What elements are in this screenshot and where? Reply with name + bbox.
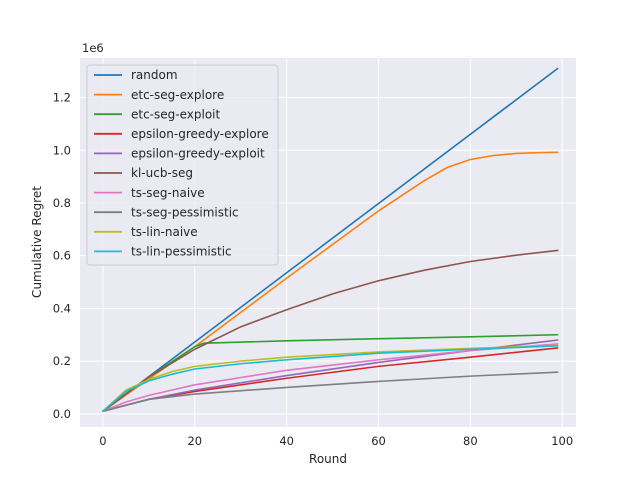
legend-label-etc-seg-explore: etc-seg-explore — [131, 88, 224, 102]
y-tick-label: 0.0 — [53, 407, 71, 421]
series-line-etc-seg-explore — [102, 151, 559, 412]
legend-label-kl-ucb-seg: kl-ucb-seg — [131, 166, 193, 180]
legend-frame — [86, 64, 279, 266]
legend-label-etc-seg-exploit: etc-seg-exploit — [131, 107, 220, 121]
x-tick-label: 20 — [187, 434, 202, 448]
x-tick-label: 100 — [551, 434, 573, 448]
y-tick-label: 0.6 — [53, 249, 71, 263]
series-line-ts-seg-pessimistic — [102, 371, 559, 412]
y-tick-label: 0.2 — [53, 354, 71, 368]
x-axis-label: Round — [309, 452, 347, 466]
legend-label-ts-seg-pessimistic: ts-seg-pessimistic — [131, 205, 239, 219]
legend-label-ts-lin-naive: ts-lin-naive — [131, 225, 198, 239]
x-tick-label: 40 — [279, 434, 294, 448]
y-tick-label: 1.2 — [53, 91, 71, 105]
series-lines — [102, 67, 559, 412]
y-tick-label: 0.8 — [53, 196, 71, 210]
legend-label-epsilon-greedy-exploit: epsilon-greedy-exploit — [131, 147, 265, 161]
x-tick-label: 0 — [99, 434, 106, 448]
series-line-ts-seg-naive — [102, 343, 559, 412]
x-tick-label: 80 — [463, 434, 478, 448]
legend-label-ts-lin-pessimistic: ts-lin-pessimistic — [131, 245, 232, 259]
y-tick-label: 1.0 — [53, 143, 71, 157]
series-line-kl-ucb-seg — [102, 249, 559, 412]
legend: random etc-seg-explore etc-seg-exploit epsi… — [86, 64, 279, 266]
tick-labels: 0 20 40 60 80 100 0.0 0.2 0.4 0.6 0.8 1.0 1.2 — [53, 91, 573, 448]
y-offset-text: 1e6 — [82, 41, 104, 55]
y-axis-label: Cumulative Regret — [30, 186, 44, 298]
series-line-random — [102, 67, 559, 412]
legend-label-epsilon-greedy-explore: epsilon-greedy-explore — [131, 127, 269, 141]
legend-label-random: random — [131, 68, 178, 82]
x-tick-label: 60 — [371, 434, 386, 448]
series-line-ts-lin-naive — [102, 344, 559, 412]
series-line-ts-lin-pessimistic — [102, 345, 559, 412]
y-tick-label: 0.4 — [53, 301, 71, 315]
legend-label-ts-seg-naive: ts-seg-naive — [131, 186, 205, 200]
